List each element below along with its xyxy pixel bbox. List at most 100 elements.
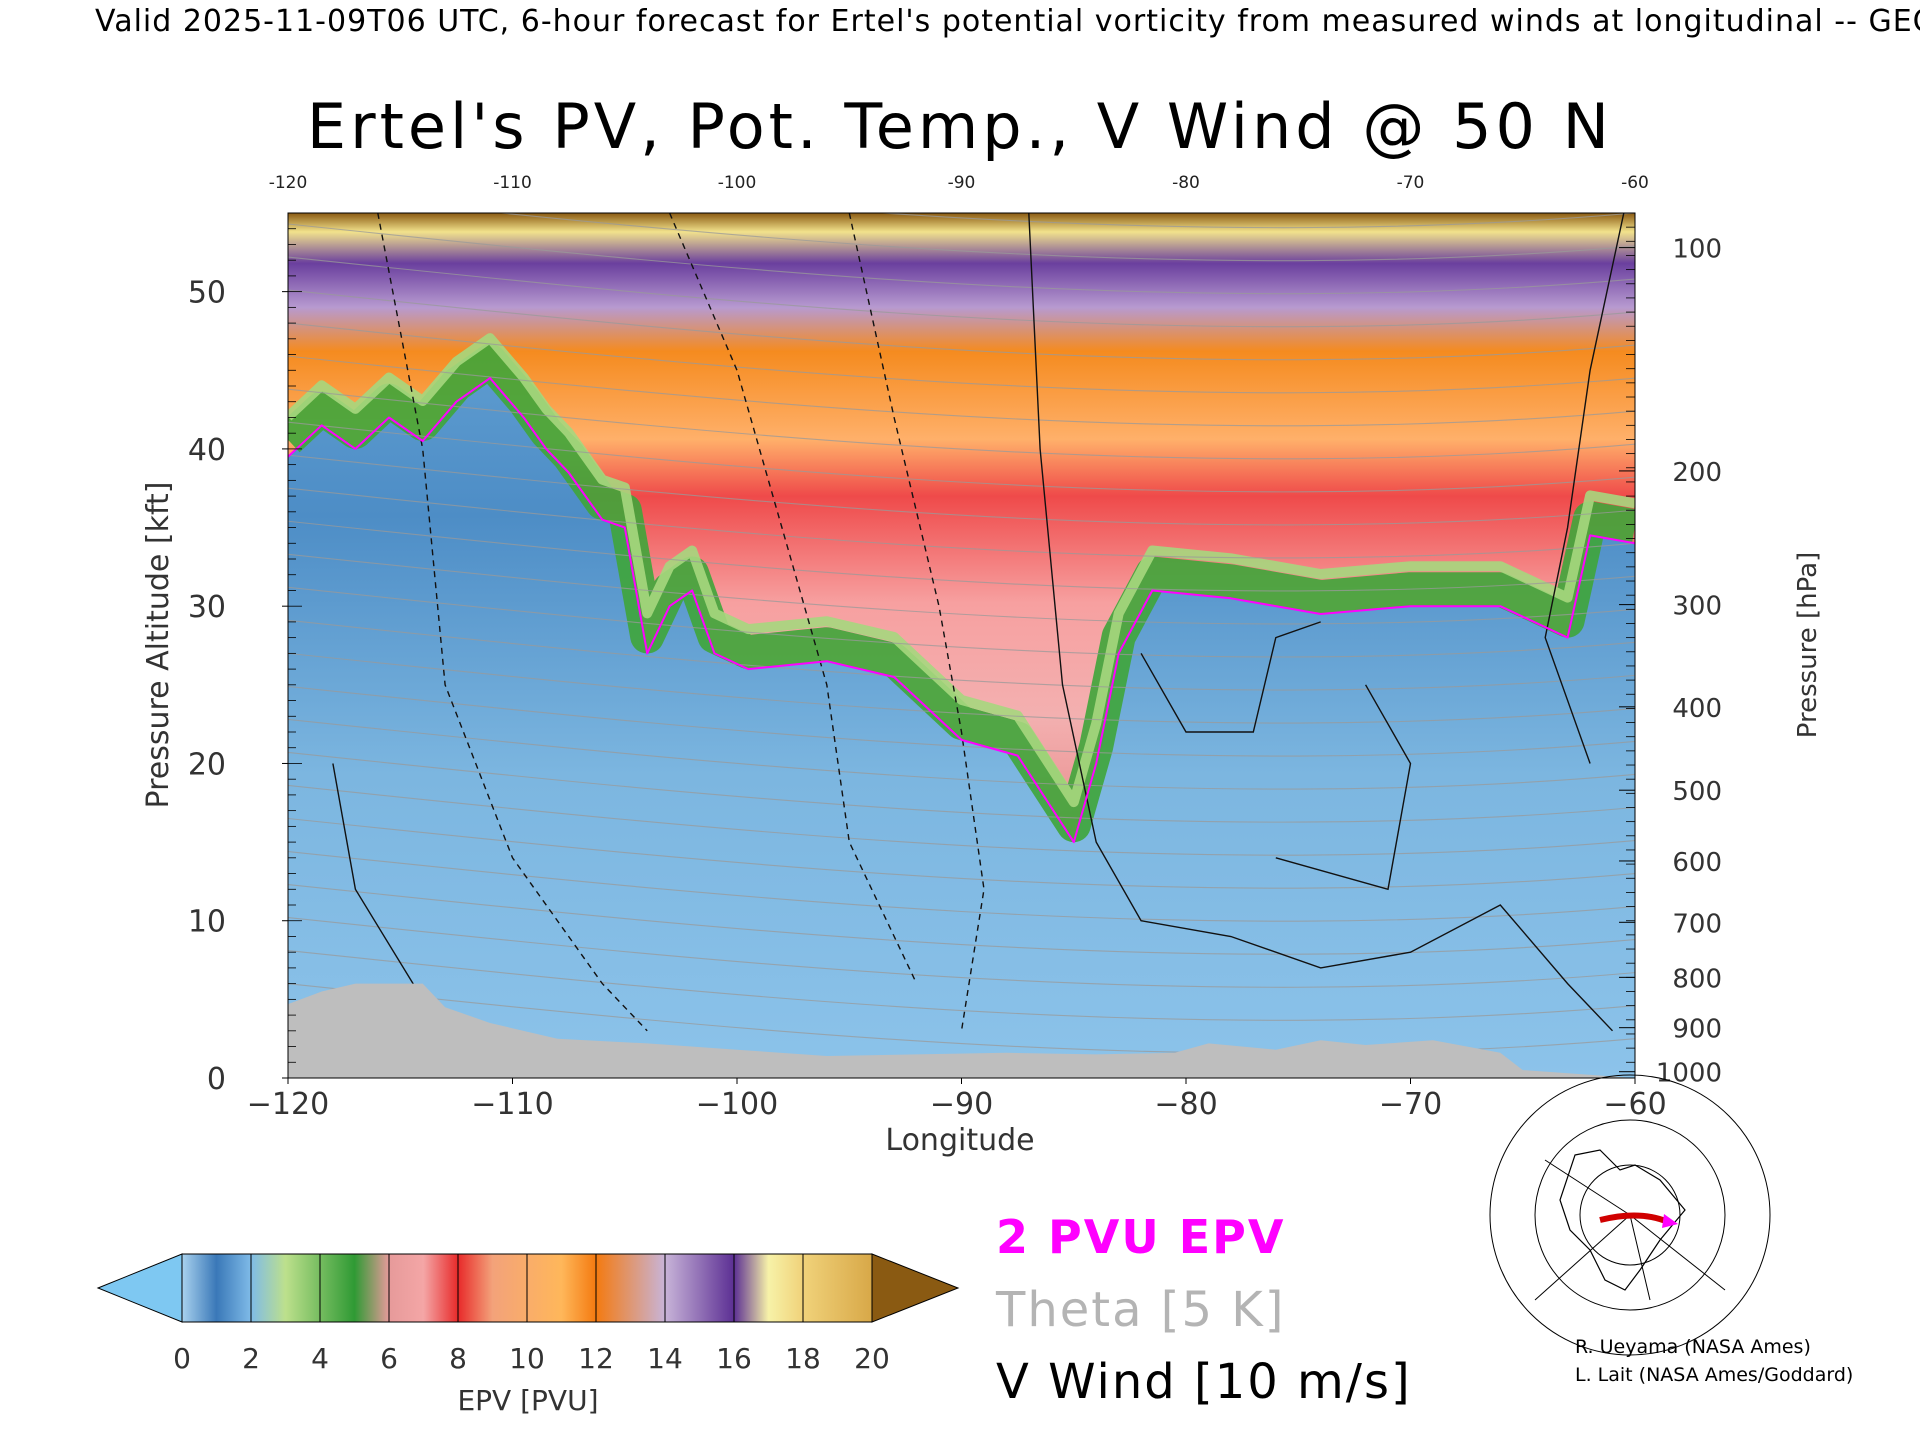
theta-contour — [288, 619, 1635, 691]
north-america-outline — [1559, 1149, 1686, 1291]
pressure-tick-label: 900 — [1672, 1015, 1722, 1045]
theta-contour — [288, 751, 1635, 823]
vwind-contour — [377, 213, 648, 1032]
theta-contour — [288, 718, 1635, 790]
colorbar-tick-label: 12 — [578, 1342, 614, 1375]
y-axis-right-label: Pressure [hPa] — [1793, 552, 1823, 739]
vwind-contour — [848, 213, 985, 1031]
theta-contours — [288, 213, 1635, 1054]
theta-contour — [288, 685, 1635, 757]
x-tick-label: −80 — [1154, 1087, 1217, 1122]
x-tick-label: −110 — [471, 1087, 553, 1122]
theta-contour — [495, 213, 1635, 262]
theta-contour — [288, 884, 1635, 955]
axis-tick-labels: −120 -120 −110 -110 −100 -100 −90 -90 −80 -80 −70 -… — [188, 173, 1722, 1122]
theta-contour — [288, 520, 1635, 592]
pressure-tick-label: 400 — [1672, 694, 1722, 724]
top-x-tick-label: -90 — [948, 173, 976, 193]
theta-contour — [288, 817, 1635, 889]
theta-contour — [288, 487, 1635, 559]
colorbar-tick-label: 8 — [449, 1342, 467, 1375]
top-x-tick-label: -80 — [1172, 173, 1200, 193]
x-tick-label: −60 — [1603, 1087, 1666, 1122]
cross-section-track — [1599, 1212, 1670, 1225]
y-tick-label: 0 — [207, 1062, 226, 1097]
theta-contour — [288, 586, 1635, 658]
theta-contour — [288, 256, 1635, 328]
credit-line-1: R. Ueyama (NASA Ames) — [1575, 1336, 1811, 1358]
colorbar-tick-label: 18 — [785, 1342, 821, 1375]
pressure-tick-label: 800 — [1672, 964, 1722, 994]
theta-contour — [288, 454, 1635, 526]
top-x-tick-label: -70 — [1397, 173, 1425, 193]
vwind-contour — [1028, 213, 1614, 1032]
top-x-tick-label: -120 — [269, 173, 308, 193]
theta-contour — [288, 355, 1635, 427]
pv-lightgreen-band — [288, 333, 1635, 808]
theta-contour — [288, 917, 1635, 988]
terrain-mask — [288, 983, 1635, 1078]
colorbar-tick-label: 4 — [311, 1342, 329, 1375]
top-x-tick-label: -60 — [1621, 173, 1649, 193]
theta-contour — [874, 213, 1635, 229]
x-tick-label: −70 — [1379, 1087, 1442, 1122]
pv-field — [288, 213, 1635, 1078]
theta-contour — [288, 850, 1635, 922]
credit-line-2: L. Lait (NASA Ames/Goddard) — [1575, 1364, 1854, 1386]
y-tick-label: 10 — [188, 905, 226, 940]
colorbar-over-arrow — [871, 1253, 960, 1323]
pv-green-band — [288, 344, 1635, 843]
x-axis-label: Longitude — [885, 1123, 1034, 1158]
colorbar-tick-label: 6 — [380, 1342, 398, 1375]
section-end-marker — [1662, 1214, 1678, 1228]
y-tick-label: 20 — [188, 747, 226, 782]
colorbar-tick-label: 20 — [854, 1342, 890, 1375]
pressure-tick-label: 700 — [1672, 909, 1722, 939]
x-tick-label: −90 — [930, 1087, 993, 1122]
pressure-tick-label: 1000 — [1656, 1059, 1722, 1089]
theta-contour — [288, 322, 1635, 394]
colorbar-tick-label: 16 — [716, 1342, 752, 1375]
theta-contour — [288, 223, 1635, 295]
colorbar-tick-label: 10 — [509, 1342, 545, 1375]
x-tick-label: −120 — [247, 1087, 329, 1122]
pressure-tick-label: 300 — [1672, 592, 1722, 622]
theta-contour — [288, 388, 1635, 460]
y-tick-label: 50 — [188, 276, 226, 311]
theta-contour — [288, 553, 1635, 625]
stratosphere-fill — [288, 213, 1635, 843]
pressure-tick-label: 100 — [1672, 235, 1722, 265]
legend-theta: Theta [5 K] — [996, 1282, 1286, 1338]
legend-2pvu: 2 PVU EPV — [996, 1210, 1286, 1264]
y-axis-left-label: Pressure Altitude [kft] — [141, 482, 176, 809]
two-pvu-contour — [288, 377, 1635, 844]
forecast-banner: Valid 2025-11-09T06 UTC, 6-hour forecast… — [95, 4, 1920, 39]
inset-map — [1489, 1074, 1771, 1356]
pressure-tick-label: 200 — [1672, 458, 1722, 488]
plot-title: Ertel's PV, Pot. Temp., V Wind @ 50 N — [306, 90, 1614, 163]
theta-contour — [288, 289, 1635, 361]
y-tick-label: 40 — [188, 433, 226, 468]
vwind-contour — [1275, 684, 1412, 891]
top-x-tick-label: -100 — [718, 173, 757, 193]
x-tick-label: −100 — [696, 1087, 778, 1122]
vwind-contour — [1544, 213, 1625, 764]
axis-ticks — [282, 212, 1636, 1084]
colorbar-label: EPV [PVU] — [457, 1384, 598, 1417]
colorbar: 0 2 4 6 8 10 12 14 16 18 20 EPV [PVU] — [96, 1253, 960, 1417]
vwind-contour — [668, 213, 918, 984]
colorbar-under-arrow — [96, 1253, 183, 1323]
theta-contour — [288, 421, 1635, 493]
theta-contour — [288, 784, 1635, 856]
theta-contour — [288, 950, 1635, 1021]
legend-vwind: V Wind [10 m/s] — [996, 1354, 1412, 1410]
colorbar-tick-label: 0 — [173, 1342, 191, 1375]
pressure-tick-label: 600 — [1672, 848, 1722, 878]
colorbar-tick-label: 14 — [647, 1342, 683, 1375]
vwind-contour — [1140, 621, 1321, 733]
y-tick-label: 30 — [188, 590, 226, 625]
top-x-tick-label: -110 — [493, 173, 532, 193]
vwind-contours — [332, 213, 1625, 1048]
pressure-tick-label: 500 — [1672, 777, 1722, 807]
